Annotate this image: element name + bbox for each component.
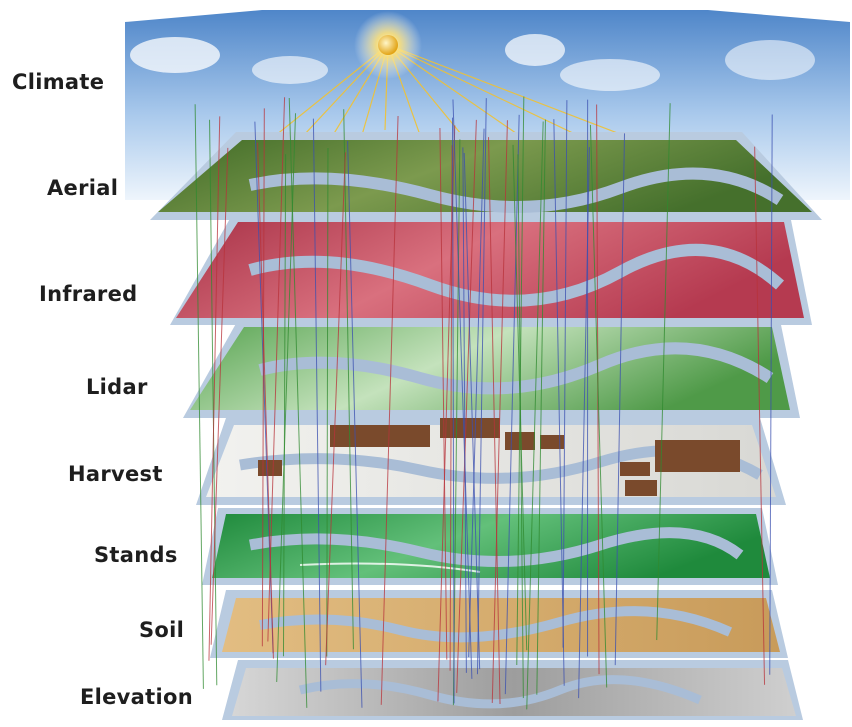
layer-label-soil: Soil: [139, 618, 185, 642]
connector-pin: [462, 147, 467, 673]
connector-pin: [468, 128, 485, 658]
sun-icon: [378, 35, 398, 55]
cloud: [252, 56, 328, 84]
connector-pin: [209, 119, 218, 686]
connector-pin: [578, 147, 590, 699]
connector-pin: [326, 148, 329, 657]
connector-pin: [754, 146, 766, 685]
connector-pin: [276, 113, 297, 683]
connector-pin: [380, 115, 399, 705]
connector-pin: [536, 119, 546, 695]
connector-pin: [343, 109, 354, 650]
connector-pin: [312, 118, 322, 692]
layer-label-infrared: Infrared: [39, 282, 138, 306]
layer-label-climate: Climate: [12, 70, 105, 94]
connector-pin: [526, 121, 544, 710]
connector-pin: [452, 139, 461, 706]
stands-layer: [202, 508, 778, 585]
connector-pin: [463, 153, 481, 670]
connector-pin: [261, 108, 265, 647]
cloud: [560, 59, 660, 91]
layer-label-aerial: Aerial: [47, 176, 119, 200]
connector-pin: [614, 133, 626, 666]
connector-pin: [504, 114, 520, 695]
connector-pin: [452, 117, 455, 704]
soil-layer: [210, 590, 788, 658]
connector-pin: [267, 97, 286, 642]
connector-pin: [476, 98, 487, 675]
lidar-layer: [183, 320, 800, 418]
connector-pin: [257, 142, 274, 659]
connector-pin: [282, 154, 287, 657]
cloud: [725, 40, 815, 80]
connector-pin: [491, 120, 508, 703]
connector-pin: [208, 116, 221, 661]
layer-connector-pins: [194, 96, 773, 710]
layer-label-lidar: Lidar: [86, 375, 148, 399]
layer-label-stands: Stands: [94, 543, 178, 567]
layer-label-harvest: Harvest: [68, 462, 163, 486]
connector-pin: [325, 152, 346, 666]
elevation-layer: [222, 660, 803, 720]
connector-pin: [439, 128, 448, 660]
connector-pin: [452, 99, 473, 679]
connector-pin: [589, 124, 608, 688]
connector-pin: [456, 119, 477, 693]
connector-pin: [517, 154, 524, 699]
connector-pin: [553, 119, 565, 686]
connector-pin: [194, 104, 204, 689]
cloud: [505, 34, 565, 66]
connector-pin: [488, 137, 501, 705]
layer-label-elevation: Elevation: [80, 685, 193, 709]
cloud: [130, 37, 220, 73]
harvest-layer: [196, 418, 786, 505]
connector-pin: [449, 145, 453, 671]
connector-pin: [562, 100, 568, 648]
connector-pin: [656, 103, 671, 641]
connector-pin: [769, 114, 773, 675]
connector-pin: [347, 140, 363, 708]
connector-pin: [210, 147, 229, 645]
